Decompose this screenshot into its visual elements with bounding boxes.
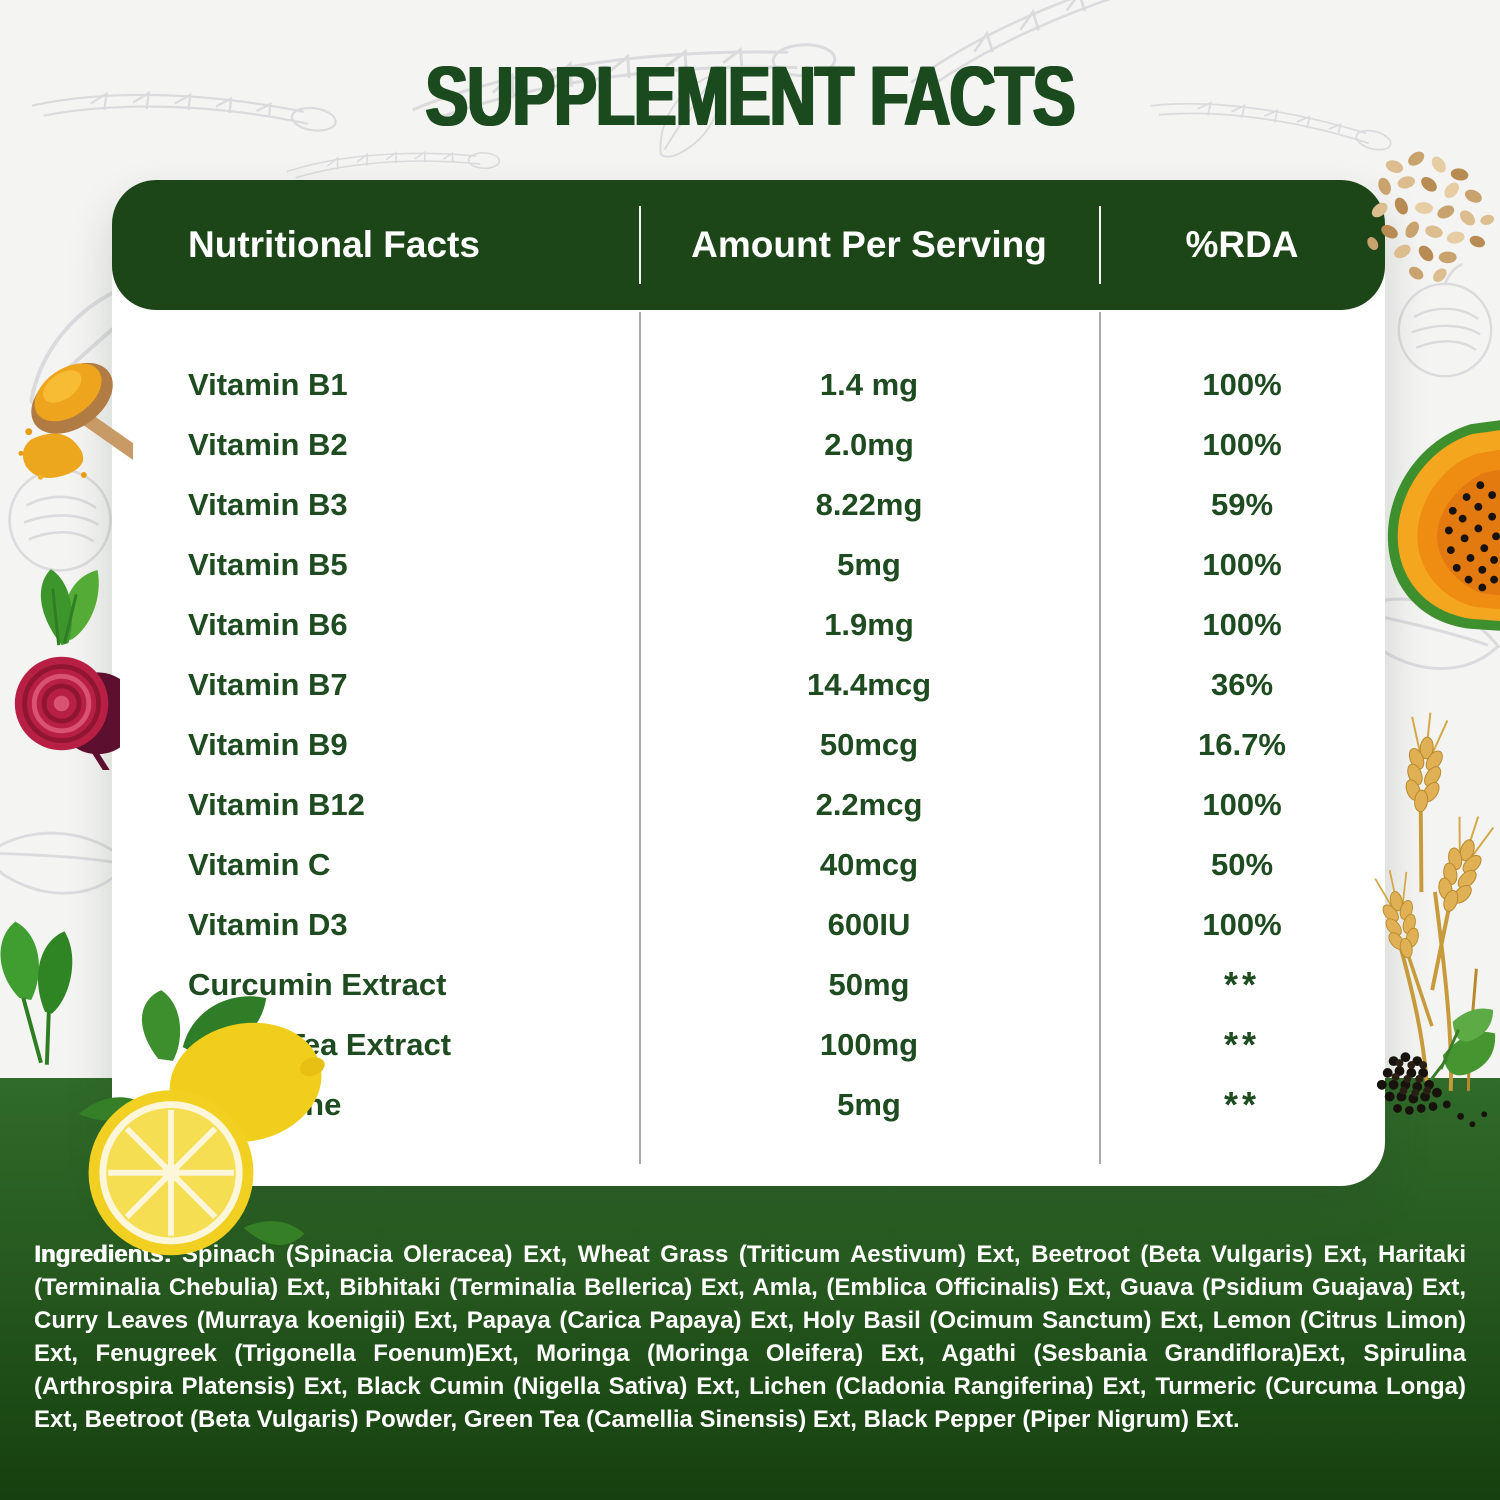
rda-cell: 50% <box>1210 847 1274 882</box>
amount-cell: 14.4mcg <box>806 667 932 702</box>
amount-cell: 600IU <box>827 907 911 942</box>
rda-cell: 100% <box>1202 367 1282 402</box>
turmeric-spoon-image <box>18 362 133 480</box>
header-rda: %RDA <box>1185 224 1299 265</box>
page-title: SUPPLEMENT FACTS <box>425 48 1076 144</box>
nutrient-name-cell: Vitamin B2 <box>188 427 348 462</box>
header-amount-per-serving: Amount Per Serving <box>691 224 1047 265</box>
grain-seeds-image <box>1367 151 1495 282</box>
amount-cell: 1.9mg <box>824 607 914 642</box>
amount-cell: 5mg <box>837 547 901 582</box>
amount-cell: 100mg <box>819 1027 919 1062</box>
header-divider <box>639 206 641 284</box>
table-row: Vitamin C 40mcg 50% <box>112 835 1385 895</box>
table-row: Vitamin B7 14.4mcg 36% <box>112 655 1385 715</box>
column-divider <box>639 312 641 1164</box>
nutrient-name-cell: Vitamin B12 <box>188 787 365 822</box>
nutrient-name-cell: Vitamin B7 <box>188 667 348 702</box>
amount-cell: 50mcg <box>819 727 919 762</box>
lemon-image <box>78 990 325 1256</box>
nutrient-name-cell: Curcumin Extract <box>188 967 447 1002</box>
nutrient-name-cell: Vitamin C <box>188 847 331 882</box>
table-row: Vitamin B5 5mg 100% <box>112 535 1385 595</box>
amount-cell: 50mg <box>828 967 910 1002</box>
table-row: Vitamin B6 1.9mg 100% <box>112 595 1385 655</box>
table-row: Vitamin B12 2.2mcg 100% <box>112 775 1385 835</box>
rda-cell: 16.7% <box>1198 727 1286 762</box>
column-divider <box>1099 312 1101 1164</box>
spinach-leaves-image <box>0 921 73 1065</box>
table-header: Nutritional Facts Amount Per Serving %RD… <box>112 180 1385 310</box>
rda-cell: 100% <box>1202 547 1282 582</box>
rda-cell: 100% <box>1202 427 1282 462</box>
nutrient-name-cell: Vitamin B5 <box>188 547 348 582</box>
rda-cell: 100% <box>1202 907 1282 942</box>
header-nutritional-facts: Nutritional Facts <box>188 224 480 265</box>
nutrient-name-cell: Vitamin B3 <box>188 487 348 522</box>
ingredients-text: Spinach (Spinacia Oleracea) Ext, Wheat G… <box>34 1241 1466 1433</box>
table-row: Vitamin D3 600IU 100% <box>112 895 1385 955</box>
rda-cell: 36% <box>1210 667 1274 702</box>
table-row: Vitamin B3 8.22mg 59% <box>112 475 1385 535</box>
table-row: Curcumin Extract 50mg ** <box>112 955 1385 1015</box>
rda-cell: 100% <box>1202 607 1282 642</box>
rda-cell: 100% <box>1202 787 1282 822</box>
amount-cell: 1.4 mg <box>819 367 919 402</box>
black-seeds-basil-image <box>1376 1008 1496 1128</box>
papaya-image <box>1387 420 1500 631</box>
table-row: Vitamin B1 1.4 mg 100% <box>112 355 1385 415</box>
nutrient-name-cell: Vitamin B1 <box>188 367 348 402</box>
amount-cell: 8.22mg <box>815 487 923 522</box>
amount-cell: 40mcg <box>819 847 919 882</box>
nutrient-name-cell: Vitamin D3 <box>188 907 348 942</box>
nutrient-name-cell: Vitamin B6 <box>188 607 348 642</box>
table-row: Vitamin B9 50mcg 16.7% <box>112 715 1385 775</box>
amount-cell: 2.2mcg <box>815 787 923 822</box>
table-row: Vitamin B2 2.0mg 100% <box>112 415 1385 475</box>
rda-cell: ** <box>1223 964 1261 1005</box>
rda-cell: 59% <box>1210 487 1274 522</box>
header-divider <box>1099 206 1101 284</box>
beetroot-image <box>14 569 120 770</box>
amount-cell: 5mg <box>837 1087 901 1122</box>
rda-cell: ** <box>1223 1024 1261 1065</box>
amount-cell: 2.0mg <box>824 427 914 462</box>
ingredients-paragraph: Ingredients: Spinach (Spinacia Oleracea)… <box>34 1238 1466 1436</box>
nutrient-name-cell: Vitamin B9 <box>188 727 348 762</box>
rda-cell: ** <box>1223 1084 1261 1125</box>
